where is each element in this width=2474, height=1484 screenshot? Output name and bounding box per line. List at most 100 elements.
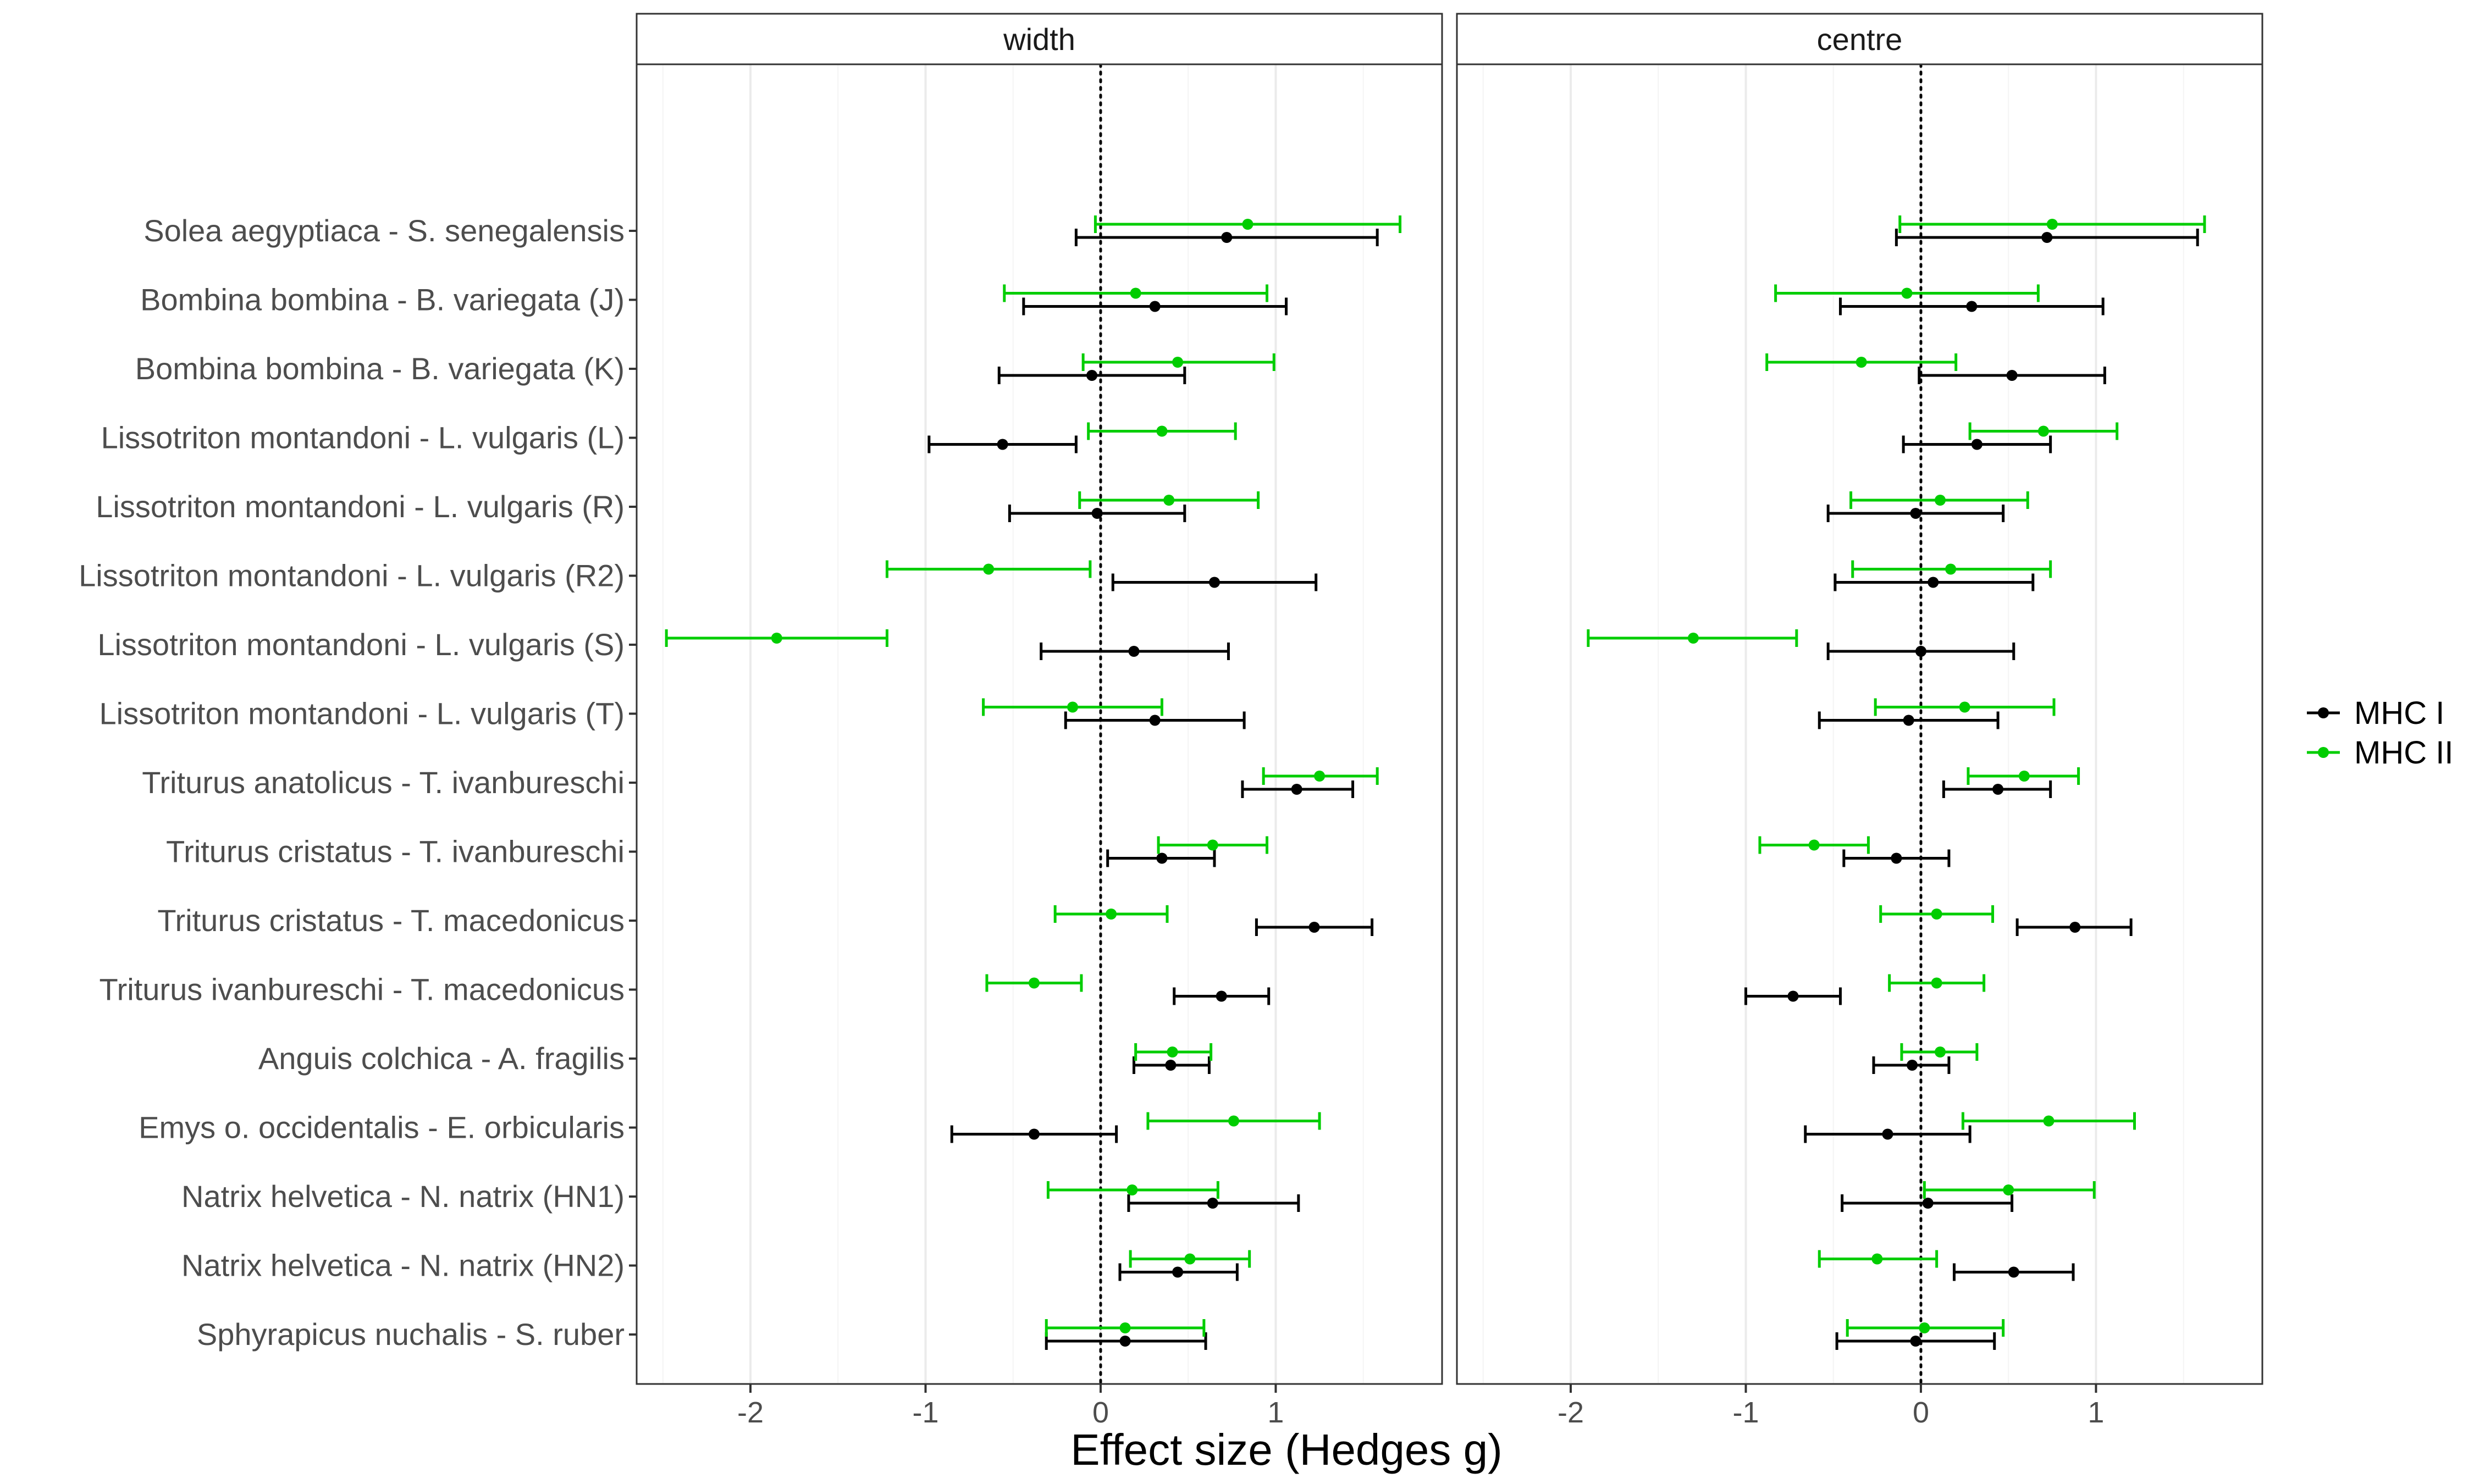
point-estimate xyxy=(1167,1046,1178,1057)
point-estimate xyxy=(1903,715,1914,726)
error-bar xyxy=(1826,643,2015,660)
error-bar xyxy=(1040,643,1230,660)
point-estimate xyxy=(1165,1060,1177,1071)
point-estimate xyxy=(1149,715,1161,726)
point-estimate xyxy=(1808,839,1820,851)
point-estimate xyxy=(1086,370,1098,381)
point-estimate xyxy=(1156,852,1168,864)
error-bar xyxy=(1835,1332,1996,1350)
point-estimate xyxy=(1156,425,1168,437)
error-bar xyxy=(1900,1043,1979,1061)
panel-centre: centre -2 -1 0 1 xyxy=(1456,13,2263,1429)
error-bar xyxy=(1129,1250,1251,1268)
point-estimate xyxy=(1992,784,2004,795)
error-bar xyxy=(1895,229,2199,246)
point-estimate xyxy=(1207,839,1218,851)
y-tick-label: Lissotriton montandoni - L. vulgaris (R2… xyxy=(79,558,625,593)
error-bar xyxy=(1874,698,2056,716)
strip-background xyxy=(636,13,1443,65)
error-bar xyxy=(1967,767,2080,785)
error-bar xyxy=(997,367,1186,384)
point-estimate xyxy=(1208,577,1220,588)
panel-width: width -2 -1 0 1 xyxy=(636,13,1443,1429)
error-bar xyxy=(1255,918,1374,936)
legend-item: MHC II xyxy=(2307,735,2453,771)
error-bar xyxy=(1146,1112,1321,1130)
error-bar xyxy=(1818,711,2000,729)
error-bar xyxy=(885,560,1092,578)
error-bar xyxy=(1961,1112,2136,1130)
point-estimate xyxy=(1910,508,1921,519)
error-bar xyxy=(1111,573,1318,591)
point-estimate xyxy=(1871,1253,1883,1265)
panel-background xyxy=(1457,64,2262,1384)
error-bar xyxy=(1074,229,1379,246)
y-tick-label: Lissotriton montandoni - L. vulgaris (L) xyxy=(101,420,625,455)
point-estimate xyxy=(983,563,995,575)
error-bar xyxy=(1968,422,2119,440)
point-estimate xyxy=(1067,701,1079,713)
error-bar xyxy=(1952,1263,2075,1281)
error-bar xyxy=(950,1125,1118,1143)
series-mhc-i xyxy=(1744,229,2199,1350)
error-bar xyxy=(1841,1194,2014,1212)
point-estimate xyxy=(1172,1266,1184,1278)
y-tick-label: Triturus cristatus - T. macedonicus xyxy=(157,903,625,938)
point-estimate xyxy=(2018,771,2030,782)
error-bar xyxy=(1081,353,1275,371)
error-bar xyxy=(1046,1181,1219,1199)
error-bar xyxy=(1045,1319,1206,1337)
point-estimate xyxy=(1119,1336,1131,1347)
error-bar xyxy=(1838,297,2105,315)
error-bar xyxy=(1879,905,1995,923)
x-tick-label: 1 xyxy=(1267,1396,1284,1429)
point-estimate xyxy=(1928,577,1939,588)
error-bar xyxy=(1744,987,1842,1005)
y-tick-label: Sphyrapicus nuchalis - S. ruber xyxy=(197,1317,625,1352)
y-tick-label: Triturus anatolicus - T. ivanbureschi xyxy=(142,765,625,800)
strip-label: width xyxy=(1003,22,1075,57)
error-bar xyxy=(1818,1250,1939,1268)
error-bar xyxy=(1942,780,2052,798)
point-estimate xyxy=(2046,219,2058,230)
error-bar xyxy=(1087,422,1237,440)
point-estimate xyxy=(1228,1115,1240,1127)
error-bar xyxy=(1804,1125,1972,1143)
error-bar xyxy=(1851,560,2052,578)
point-estimate xyxy=(1126,1184,1138,1195)
y-tick-label: Lissotriton montandoni - L. vulgaris (R) xyxy=(96,489,625,524)
error-bar xyxy=(1842,849,1951,867)
point-estimate xyxy=(1291,784,1302,795)
point-estimate xyxy=(1910,1336,1921,1347)
point-estimate xyxy=(1901,287,1913,299)
error-bar xyxy=(1872,1056,1951,1074)
error-bar xyxy=(1918,367,2106,384)
error-bar xyxy=(665,629,888,647)
x-tick-label: 1 xyxy=(2088,1396,2104,1429)
error-bar xyxy=(927,435,1078,453)
point-estimate xyxy=(1119,1322,1131,1333)
point-estimate xyxy=(1184,1253,1196,1265)
x-tick-label: 0 xyxy=(1913,1396,1929,1429)
error-bar xyxy=(1774,284,2040,302)
y-tick-label: Lissotriton montandoni - L. vulgaris (T) xyxy=(100,696,625,731)
point-estimate xyxy=(1308,922,1320,933)
point-estimate xyxy=(1091,508,1103,519)
y-tick-label: Anguis colchica - A. fragilis xyxy=(258,1041,625,1076)
error-bar xyxy=(1045,1332,1207,1350)
point-estimate xyxy=(1314,771,1326,782)
error-bar xyxy=(1888,974,1986,992)
series-mhc-i xyxy=(927,229,1379,1350)
point-estimate xyxy=(1687,633,1699,644)
point-estimate xyxy=(1922,1198,1934,1209)
error-bar xyxy=(1846,1319,2005,1337)
point-estimate xyxy=(1207,1198,1218,1209)
x-axis-title: Effect size (Hedges g) xyxy=(1070,1425,1503,1474)
error-bar xyxy=(1826,505,2005,522)
legend-key-point xyxy=(2318,747,2329,758)
point-estimate xyxy=(2003,1184,2014,1195)
strip-background xyxy=(1456,13,2263,65)
point-estimate xyxy=(2043,1115,2055,1127)
point-estimate xyxy=(1221,232,1233,243)
